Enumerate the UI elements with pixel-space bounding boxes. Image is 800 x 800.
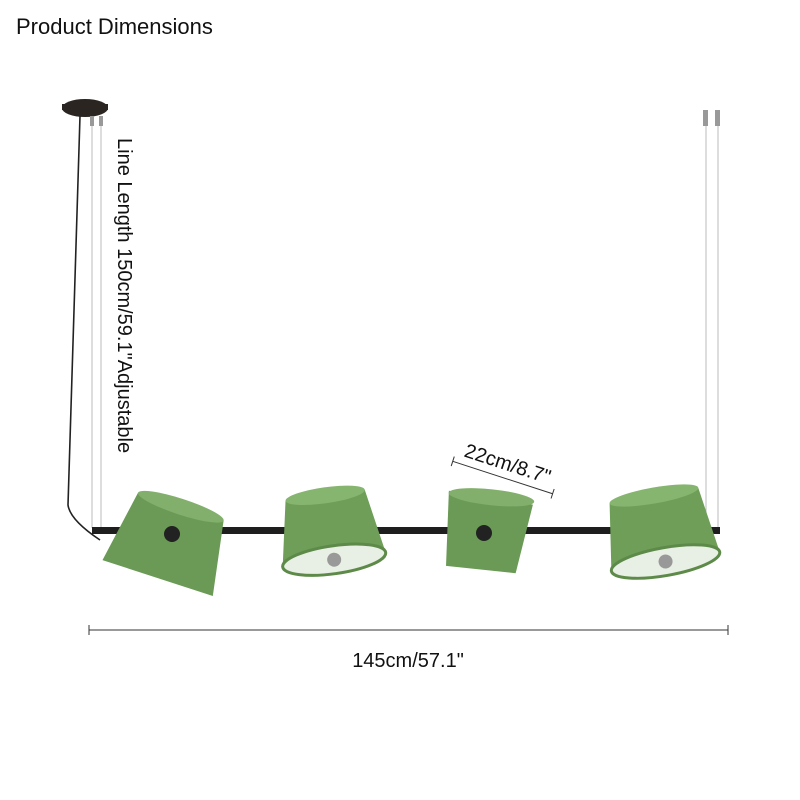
title: Product Dimensions — [16, 14, 213, 39]
width-dimension: 145cm/57.1" — [88, 625, 729, 672]
total-width-label: 145cm/57.1" — [352, 650, 464, 672]
line-length-label: Line Length 150cm/59.1"Adjustable — [113, 138, 135, 453]
lamp — [62, 99, 722, 596]
